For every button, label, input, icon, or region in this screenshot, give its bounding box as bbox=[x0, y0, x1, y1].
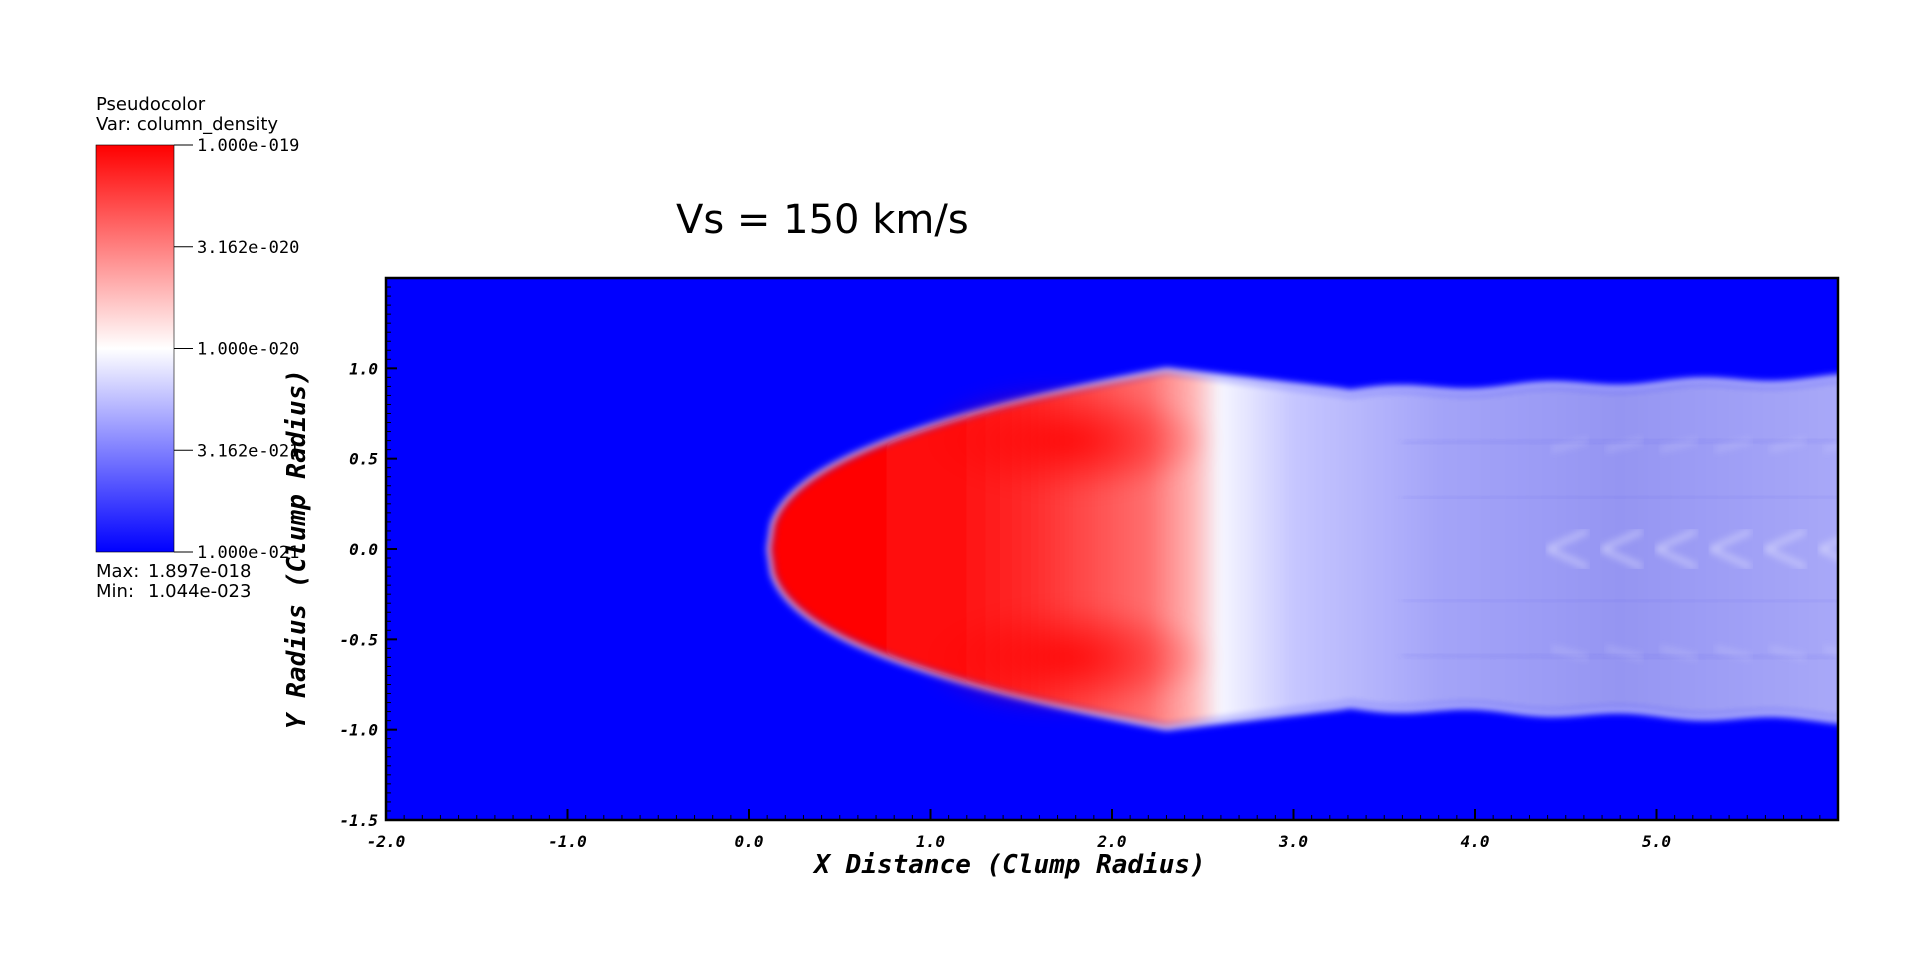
colorbar-label: 1.000e-019 bbox=[197, 136, 299, 156]
x-axis-label: X Distance (Clump Radius) bbox=[812, 850, 1205, 880]
x-tick-label: 2.0 bbox=[1097, 832, 1127, 851]
colorbar bbox=[95, 144, 175, 553]
plot-field bbox=[386, 278, 1838, 820]
dense-glow-lower bbox=[921, 603, 1212, 712]
tail-streak bbox=[1402, 598, 1838, 604]
x-tick-label: 3.0 bbox=[1278, 832, 1308, 851]
tail-chevron bbox=[1546, 529, 1589, 569]
tail-structure bbox=[1402, 437, 1838, 661]
y-axis-label: Y Radius (Clump Radius) bbox=[282, 369, 312, 729]
tail-streak bbox=[1402, 437, 1838, 446]
y-tick-label: 0.5 bbox=[349, 450, 378, 469]
colorbar-labels: 1.000e-019 3.162e-020 1.000e-020 3.162e-021… bbox=[197, 136, 299, 563]
y-tick-label: 1.0 bbox=[349, 359, 378, 378]
dense-glow-upper bbox=[921, 386, 1212, 495]
tail-chevron bbox=[1764, 529, 1806, 569]
colorbar-label: 1.000e-021 bbox=[197, 543, 299, 563]
colorbar-label: 1.000e-020 bbox=[197, 340, 299, 360]
y-tick-label: -1.0 bbox=[339, 721, 378, 740]
legend-min: Min: 1.044e-023 bbox=[96, 582, 251, 602]
legend-max: Max: 1.897e-018 bbox=[96, 562, 251, 582]
legend-heading: Pseudocolor bbox=[96, 94, 206, 115]
tail-chevron-outer bbox=[1769, 439, 1806, 659]
tail-chevron bbox=[1655, 529, 1698, 569]
colorbar-label: 3.162e-020 bbox=[197, 238, 299, 258]
chart-title: Vs = 150 km/s bbox=[676, 197, 969, 243]
x-tick-label: 4.0 bbox=[1461, 832, 1490, 851]
tail-chevron bbox=[1819, 539, 1838, 559]
y-tick-label: -0.5 bbox=[339, 630, 378, 649]
x-tick-label: -2.0 bbox=[367, 832, 406, 851]
y-tick-label: 0.0 bbox=[349, 540, 378, 559]
tail-chevron bbox=[1710, 529, 1752, 569]
x-axis-ticks: -2.0 -1.0 0.0 1.0 2.0 3.0 4.0 5.0 bbox=[367, 809, 1671, 851]
y-tick-label: -1.5 bbox=[339, 811, 378, 830]
colorbar-label: 3.162e-021 bbox=[197, 441, 299, 461]
colorbar-ticks bbox=[174, 144, 193, 553]
x-tick-label: 5.0 bbox=[1642, 832, 1671, 851]
tail-chevron-outer bbox=[1660, 439, 1697, 659]
legend-max-value: 1.897e-018 bbox=[148, 561, 252, 582]
x-tick-label: -1.0 bbox=[548, 832, 587, 851]
tail-chevron-outer bbox=[1551, 439, 1588, 659]
x-tick-label: 1.0 bbox=[916, 832, 945, 851]
tail-chevron-outer bbox=[1605, 439, 1643, 659]
legend-min-value: 1.044e-023 bbox=[148, 581, 252, 602]
tail-chevron-outer bbox=[1714, 439, 1752, 659]
tail-streak bbox=[1402, 652, 1838, 661]
legend-variable: Var: column_density bbox=[96, 114, 279, 135]
tail-streak bbox=[1402, 494, 1838, 500]
legend-max-label: Max: bbox=[96, 561, 140, 582]
y-axis-ticks: -1.5 -1.0 -0.5 0.0 0.5 1.0 bbox=[339, 359, 397, 830]
legend-min-label: Min: bbox=[96, 581, 135, 602]
tail-chevron-outer bbox=[1823, 445, 1838, 653]
tail-chevron bbox=[1601, 529, 1643, 569]
x-tick-label: 0.0 bbox=[735, 832, 764, 851]
